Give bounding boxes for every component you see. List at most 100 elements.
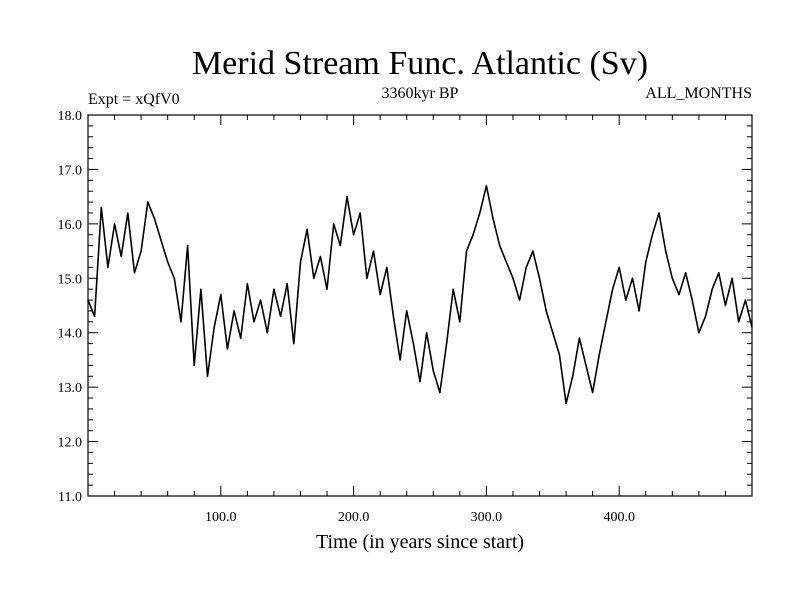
data-point <box>598 353 600 356</box>
data-point <box>512 277 514 279</box>
data-point <box>220 294 222 296</box>
series-line-0 <box>87 185 753 405</box>
data-point <box>246 283 248 285</box>
data-point <box>459 321 461 323</box>
data-point <box>691 299 693 301</box>
data-point <box>711 288 713 290</box>
y-tick-label: 12.0 <box>58 436 83 451</box>
x-tick-label: 400.0 <box>603 510 635 525</box>
data-point <box>472 234 474 236</box>
data-point <box>572 375 574 377</box>
data-point <box>612 288 614 290</box>
data-point <box>299 261 302 263</box>
chart-title: Merid Stream Func. Atlantic (Sv) <box>192 45 648 82</box>
data-point <box>658 212 660 214</box>
data-point <box>545 310 547 312</box>
data-point <box>286 283 288 285</box>
data-point <box>94 315 96 317</box>
data-point <box>412 343 414 345</box>
data-point <box>538 277 541 279</box>
data-point <box>492 217 494 219</box>
data-point <box>293 343 295 345</box>
axis-ticks: 100.0 200.0 300.0 400.0 11.0 12.0 13.0 14.0 15.0… <box>58 109 752 525</box>
period-label: 3360kyr BP <box>382 85 459 102</box>
data-point <box>426 332 428 334</box>
data-point <box>432 370 434 372</box>
data-point <box>359 212 361 214</box>
data-point <box>439 392 441 394</box>
data-point <box>133 272 136 274</box>
data-point <box>372 250 375 252</box>
data-point <box>704 315 707 317</box>
data-point <box>107 266 109 268</box>
data-point <box>333 223 335 225</box>
data-point <box>638 310 640 312</box>
data-point <box>479 212 481 214</box>
y-tick-label: 15.0 <box>58 272 83 287</box>
data-point <box>724 304 727 307</box>
data-point <box>187 245 189 247</box>
data-point <box>339 245 341 247</box>
data-point <box>532 250 534 252</box>
data-point <box>592 392 594 394</box>
data-point <box>200 288 202 290</box>
data-point <box>253 321 255 323</box>
data-point <box>353 234 355 236</box>
x-axis-title: Time (in years since start) <box>316 531 524 553</box>
data-point <box>631 277 634 279</box>
data-point <box>605 321 607 323</box>
y-tick-label: 14.0 <box>58 327 83 342</box>
y-tick-label: 16.0 <box>58 218 83 233</box>
data-point <box>153 217 155 219</box>
data-point <box>565 402 567 405</box>
data-point <box>313 277 315 279</box>
data-point <box>140 250 142 252</box>
data-point <box>718 272 720 274</box>
data-point <box>147 201 149 203</box>
data-point <box>273 288 275 290</box>
y-tick-label: 18.0 <box>58 109 83 124</box>
data-point <box>485 185 487 187</box>
months-label: ALL_MONTHS <box>645 85 752 102</box>
x-tick-label: 100.0 <box>205 510 237 525</box>
data-point <box>505 261 507 263</box>
data-point <box>625 299 627 301</box>
x-tick-label: 200.0 <box>338 510 370 525</box>
data-point <box>114 223 116 225</box>
data-point <box>399 359 401 361</box>
data-point <box>446 343 448 345</box>
data-point <box>525 266 527 268</box>
data-point <box>665 250 667 252</box>
data-point <box>585 364 587 366</box>
data-point <box>167 261 169 263</box>
data-point <box>266 332 268 334</box>
data-point <box>280 315 282 317</box>
data-point <box>173 277 175 279</box>
data-point <box>519 299 521 301</box>
data-point <box>685 272 687 274</box>
data-point <box>738 321 740 323</box>
data-point <box>744 299 747 301</box>
data-point <box>406 310 408 312</box>
y-tick-label: 11.0 <box>58 490 82 505</box>
data-point <box>346 196 348 198</box>
data-point <box>233 310 235 312</box>
data-point <box>240 337 242 339</box>
data-point <box>651 234 654 236</box>
data-point <box>645 261 647 263</box>
y-tick-label: 17.0 <box>58 163 83 178</box>
data-point <box>319 255 321 258</box>
data-point <box>120 255 122 258</box>
x-tick-label: 300.0 <box>471 510 503 525</box>
data-point <box>499 245 501 247</box>
data-point <box>392 315 394 317</box>
y-tick-label: 13.0 <box>58 381 83 396</box>
data-point <box>419 381 421 383</box>
data-point <box>379 294 381 296</box>
data-point <box>671 277 673 279</box>
data-point <box>558 353 561 356</box>
data-point <box>160 239 162 241</box>
data-point <box>618 266 620 268</box>
data-point <box>731 277 733 279</box>
